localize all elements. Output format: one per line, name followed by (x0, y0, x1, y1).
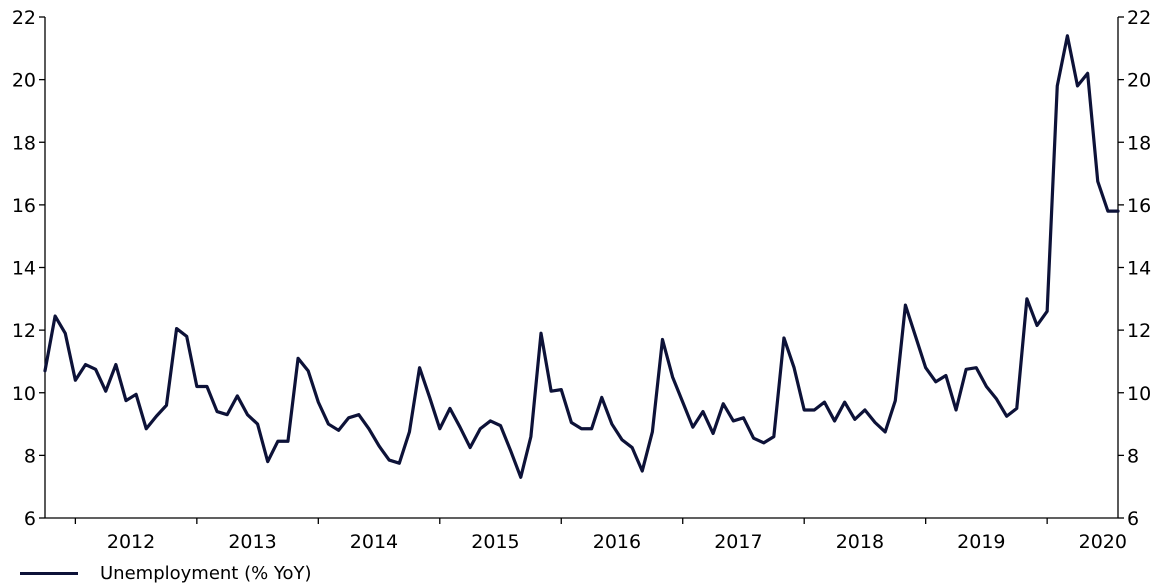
chart-marks (43, 34, 1120, 479)
x-tick-label: 2016 (593, 531, 641, 553)
x-tick-label: 2020 (1079, 531, 1127, 553)
right-y-tick-label: 12 (1127, 320, 1151, 342)
right-y-tick-label: 8 (1127, 445, 1139, 467)
series-line-unemployment (43, 34, 1120, 479)
x-tick-label: 2013 (228, 531, 276, 553)
x-tick-label: 2018 (836, 531, 884, 553)
right-y-tick-label: 14 (1127, 258, 1151, 280)
x-tick-label: 2019 (957, 531, 1005, 553)
left-y-tick-label: 12 (12, 320, 36, 342)
left-y-tick-label: 8 (24, 445, 36, 467)
right-y-tick-label: 18 (1127, 132, 1151, 154)
legend-line-swatch (20, 571, 78, 575)
legend-label: Unemployment (% YoY) (100, 562, 312, 584)
right-y-tick-label: 10 (1127, 383, 1151, 405)
chart-legend: Unemployment (% YoY) (20, 562, 312, 584)
right-y-tick-label: 22 (1127, 7, 1151, 29)
left-y-tick-label: 10 (12, 383, 36, 405)
right-y-tick-label: 20 (1127, 70, 1151, 92)
x-tick-label: 2012 (107, 531, 155, 553)
right-y-tick-label: 16 (1127, 195, 1151, 217)
left-y-tick-label: 22 (12, 7, 36, 29)
x-tick-label: 2014 (350, 531, 398, 553)
right-y-tick-label: 6 (1127, 508, 1139, 530)
x-tick-label: 2015 (471, 531, 519, 553)
left-y-tick-label: 14 (12, 258, 36, 280)
left-y-tick-label: 18 (12, 132, 36, 154)
left-y-tick-label: 20 (12, 70, 36, 92)
x-tick-label: 2017 (714, 531, 762, 553)
left-y-tick-label: 6 (24, 508, 36, 530)
left-y-tick-label: 16 (12, 195, 36, 217)
